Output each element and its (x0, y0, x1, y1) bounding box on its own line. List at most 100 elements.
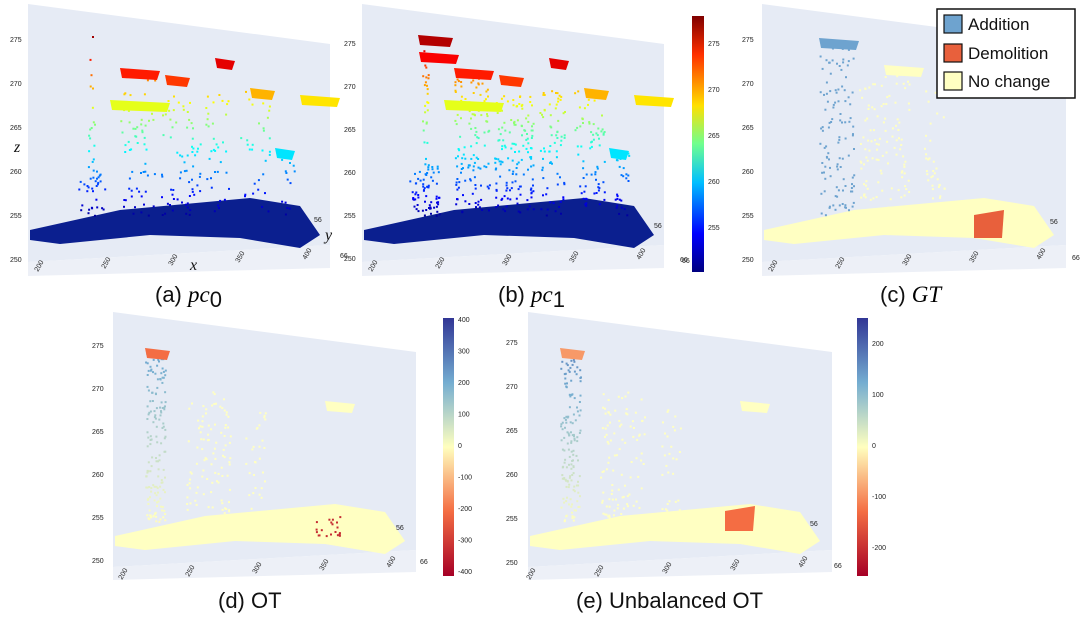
point (80, 209, 83, 212)
point (426, 92, 429, 95)
point (424, 163, 427, 166)
point (146, 405, 149, 408)
point (514, 151, 516, 153)
point (161, 481, 164, 484)
point (331, 523, 334, 526)
point (205, 458, 208, 461)
point (602, 512, 605, 515)
point (861, 96, 864, 99)
point (566, 496, 568, 499)
point (185, 203, 187, 206)
point (518, 185, 521, 188)
point (554, 210, 557, 213)
point (150, 490, 153, 493)
point (553, 141, 556, 144)
point (528, 205, 531, 208)
point (227, 517, 230, 519)
point (472, 79, 475, 82)
point (411, 191, 414, 194)
point (568, 393, 571, 396)
point (415, 182, 418, 185)
point (608, 514, 611, 517)
point (501, 109, 503, 112)
point (485, 90, 488, 93)
point (259, 411, 262, 414)
point (216, 480, 218, 483)
point (530, 187, 533, 190)
point (877, 158, 880, 161)
point (839, 119, 842, 122)
point (522, 173, 525, 176)
panel-e-floor-pane (528, 550, 832, 580)
point (204, 457, 207, 460)
point (590, 173, 593, 176)
point (821, 126, 824, 129)
point (495, 189, 498, 192)
z-tick-label: 250 (506, 560, 518, 567)
point (864, 148, 867, 151)
point (563, 461, 566, 464)
point (147, 413, 150, 416)
point (849, 117, 852, 120)
point (138, 190, 141, 193)
point (615, 206, 618, 209)
point (477, 200, 480, 203)
roof-patch (300, 95, 340, 107)
point (415, 208, 418, 211)
point (673, 513, 676, 516)
point (662, 514, 665, 517)
point (338, 532, 341, 535)
point (161, 367, 164, 370)
point (896, 118, 899, 121)
point (284, 201, 287, 204)
point (889, 198, 892, 201)
point (225, 411, 228, 414)
point (866, 159, 869, 162)
point (176, 198, 179, 201)
point (153, 485, 156, 488)
point (211, 506, 214, 509)
point (93, 144, 96, 147)
point (201, 420, 204, 423)
point (152, 484, 155, 487)
x-tick-label: 350 (969, 250, 981, 264)
point (571, 474, 574, 476)
point (558, 94, 561, 97)
point (578, 106, 581, 109)
point (873, 129, 875, 132)
point (549, 145, 552, 147)
point (891, 135, 894, 138)
point (592, 138, 595, 141)
point (164, 519, 167, 522)
point (568, 406, 571, 409)
point (192, 147, 195, 150)
point (570, 441, 573, 444)
point (880, 172, 883, 175)
point (462, 153, 465, 156)
ground-plane (30, 198, 320, 248)
point (315, 531, 318, 534)
point (186, 206, 189, 209)
point (201, 415, 204, 418)
point (135, 187, 138, 190)
point (419, 179, 422, 182)
point (486, 88, 489, 91)
point (521, 134, 523, 137)
point (197, 147, 199, 150)
point (124, 92, 127, 95)
point (852, 57, 855, 60)
point (555, 150, 558, 153)
z-tick-label: 260 (92, 472, 104, 479)
point (475, 86, 478, 89)
point (942, 116, 945, 119)
point (245, 462, 248, 465)
point (573, 370, 576, 373)
point (248, 98, 251, 101)
point (503, 144, 506, 147)
point (908, 108, 911, 111)
point (155, 435, 158, 438)
point (903, 165, 906, 168)
point (163, 408, 166, 411)
